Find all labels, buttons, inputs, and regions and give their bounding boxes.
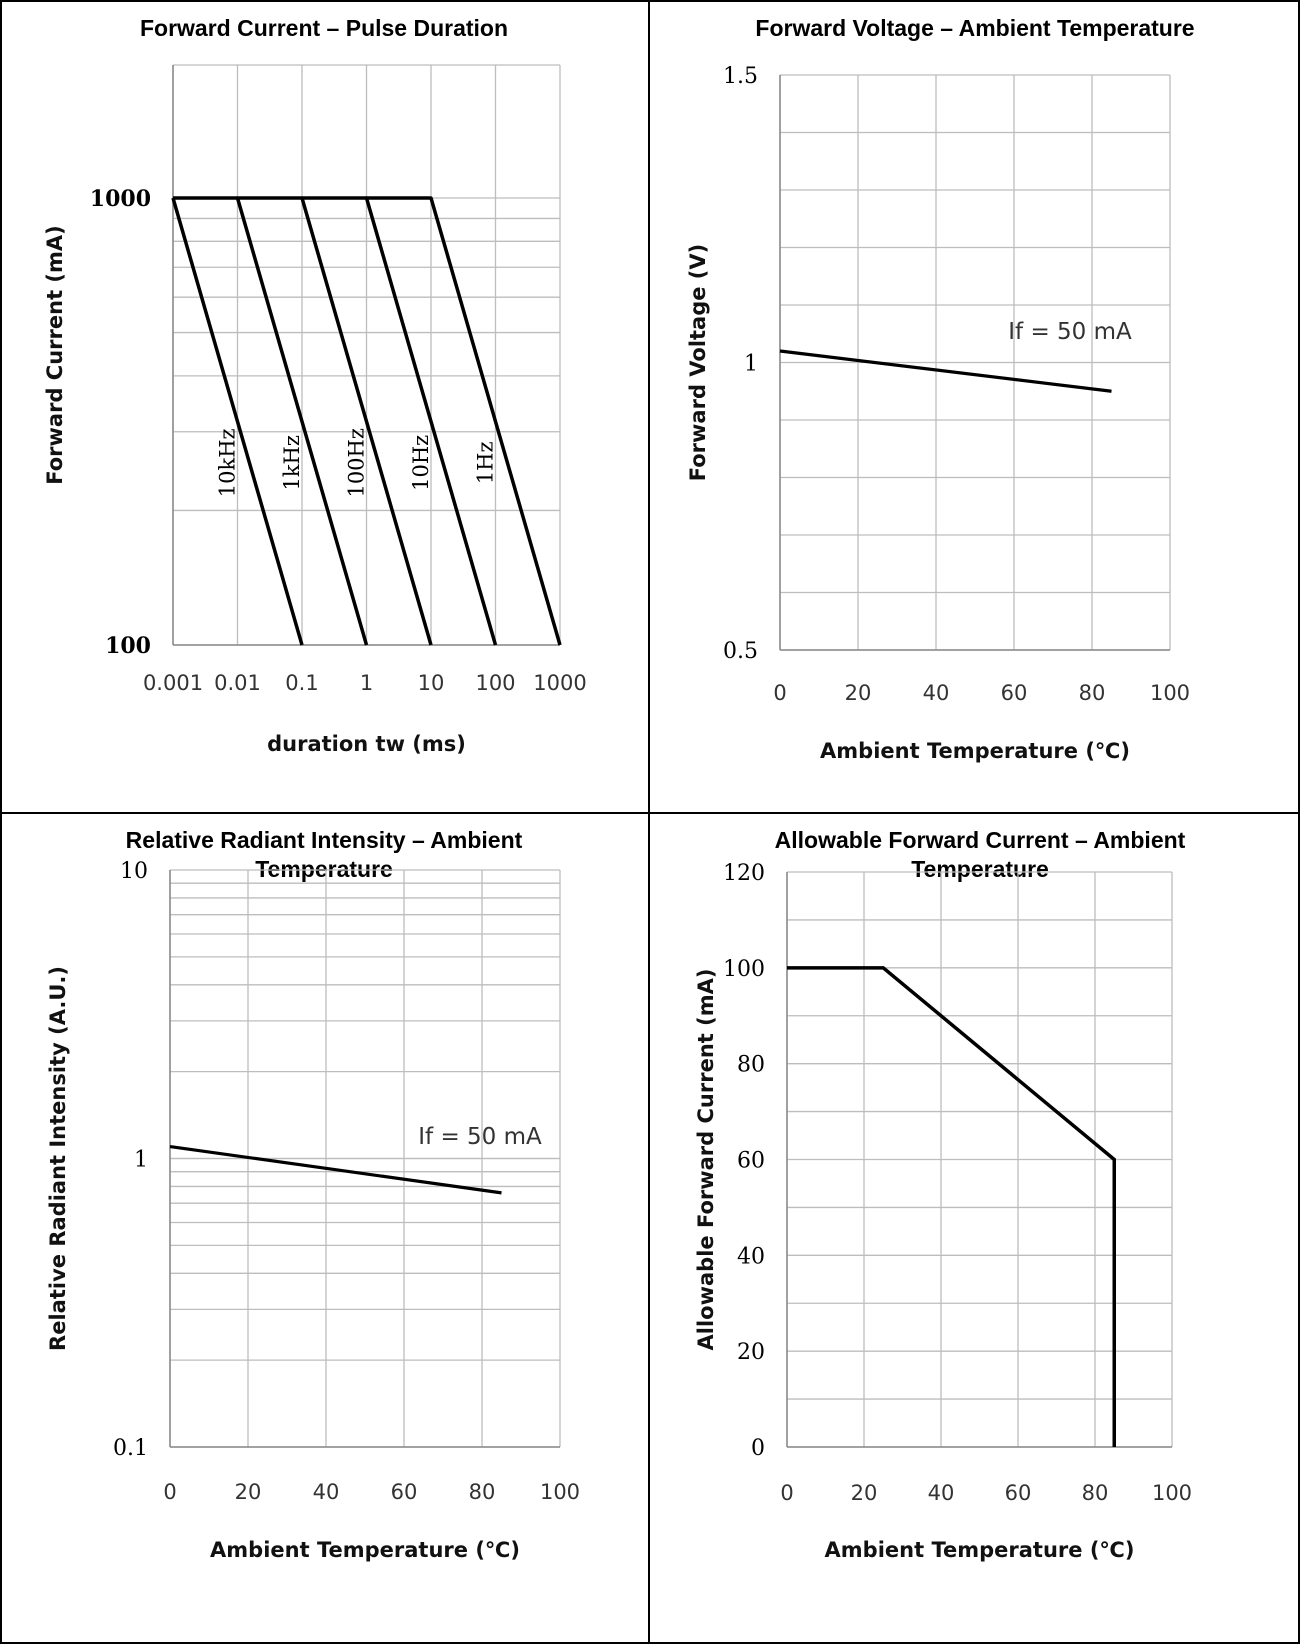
ytick-c1: 100	[105, 633, 151, 659]
xtick-c4: 40	[928, 1481, 955, 1505]
series-label-c1: 1kHz	[280, 435, 304, 490]
xtick-c2: 80	[1079, 681, 1106, 705]
ytick-c3: 1	[134, 1148, 148, 1173]
series-label-c1: 1Hz	[474, 441, 498, 484]
series-line-c1	[171, 197, 304, 646]
series-label-c1: 10Hz	[409, 435, 433, 491]
series-label-c1: 10kHz	[216, 428, 240, 497]
panel-title-intensity: Relative Radiant Intensity – Ambient Tem…	[125, 827, 523, 882]
ytick-c4: 40	[737, 1244, 765, 1269]
ylabel-c1: Forward Current (mA)	[43, 225, 67, 485]
series-line-c1	[366, 196, 562, 646]
xlabel-c1: duration tw (ms)	[267, 732, 466, 756]
table-divider-horizontal	[0, 812, 1300, 814]
xtick-c2: 60	[1001, 681, 1028, 705]
panel-title-voltage: Forward Voltage – Ambient Temperature	[755, 15, 1195, 41]
xtick-c4: 100	[1152, 1481, 1192, 1505]
xlabel-c4: Ambient Temperature (℃)	[825, 1538, 1135, 1562]
xtick-c4: 20	[851, 1481, 878, 1505]
series-line-c3	[169, 1144, 502, 1195]
ytick-c4: 20	[737, 1340, 765, 1365]
xtick-c3: 80	[469, 1480, 496, 1504]
ytick-c2: 1.5	[723, 64, 758, 89]
ytick-c3: 10	[120, 859, 148, 884]
series-label-c1: 100Hz	[345, 428, 369, 497]
xtick-c1: 0.1	[285, 671, 318, 695]
series-line-c2	[779, 349, 1112, 393]
xtick-c3: 60	[391, 1480, 418, 1504]
xtick-c1: 10	[418, 671, 445, 695]
series-line-c1	[237, 196, 433, 646]
xtick-c3: 0	[163, 1480, 176, 1504]
ylabel-c3: Relative Radiant Intensity (A.U.)	[46, 966, 70, 1351]
panel-title-current: Allowable Forward Current – Ambient Temp…	[774, 827, 1186, 882]
xtick-c3: 20	[235, 1480, 262, 1504]
xtick-c4: 0	[780, 1481, 793, 1505]
series-line-c1	[173, 196, 369, 646]
xtick-c3: 40	[313, 1480, 340, 1504]
ytick-c4: 100	[723, 957, 765, 982]
xtick-c1: 1	[360, 671, 373, 695]
ylabel-c4: Allowable Forward Current (mA)	[694, 969, 718, 1351]
ytick-c3: 0.1	[113, 1436, 148, 1461]
ytick-c4: 80	[737, 1053, 765, 1078]
ytick-c2: 1	[744, 352, 758, 377]
xtick-c2: 40	[923, 681, 950, 705]
xtick-c4: 80	[1082, 1481, 1109, 1505]
ylabel-c2: Forward Voltage (V)	[686, 244, 710, 482]
xtick-c4: 60	[1005, 1481, 1032, 1505]
xtick-c1: 0.01	[214, 671, 261, 695]
ytick-c2: 0.5	[723, 639, 758, 664]
ytick-c4: 0	[751, 1436, 765, 1461]
xlabel-c2: Ambient Temperature (℃)	[820, 739, 1130, 763]
table-divider-vertical	[648, 0, 650, 1644]
series-line-c1	[302, 196, 498, 646]
xtick-c2: 0	[773, 681, 786, 705]
ytick-c4: 120	[723, 861, 765, 886]
ytick-c4: 60	[737, 1149, 765, 1174]
xlabel-c3: Ambient Temperature (℃)	[210, 1538, 520, 1562]
xtick-c1: 100	[475, 671, 515, 695]
xtick-c1: 0.001	[143, 671, 203, 695]
series-line-c4	[787, 966, 1116, 1447]
xtick-c2: 20	[845, 681, 872, 705]
xtick-c2: 100	[1150, 681, 1190, 705]
xtick-c1: 1000	[533, 671, 586, 695]
xtick-c3: 100	[540, 1480, 580, 1504]
annotation-c2: If = 50 mA	[1008, 319, 1132, 345]
annotation-c3: If = 50 mA	[418, 1124, 542, 1150]
ytick-c1: 1000	[90, 186, 151, 212]
panel-title-pulse: Forward Current – Pulse Duration	[139, 15, 509, 41]
